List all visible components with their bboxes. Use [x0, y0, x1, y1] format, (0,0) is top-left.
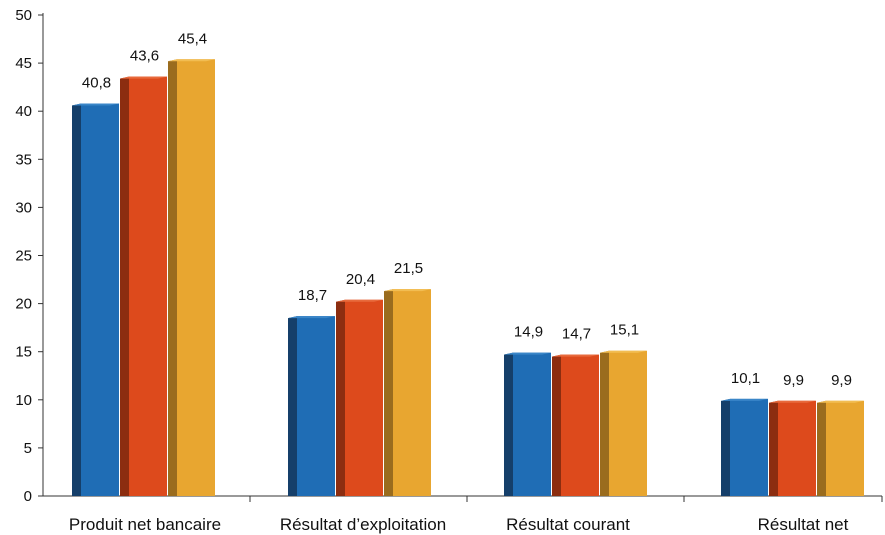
- bar: [177, 59, 215, 496]
- bar-side: [769, 400, 778, 496]
- data-label: 14,7: [562, 326, 591, 343]
- data-label: 40,8: [82, 75, 111, 92]
- bar-top: [384, 289, 431, 292]
- y-tick-label: 10: [15, 392, 32, 409]
- y-tick-label: 5: [24, 440, 32, 457]
- bar-top: [168, 59, 215, 62]
- bar: [730, 398, 768, 496]
- y-tick-label: 40: [15, 103, 32, 120]
- x-category-label: Résultat courant: [506, 515, 630, 534]
- bar: [561, 354, 599, 496]
- bar: [826, 400, 864, 496]
- bar-top: [817, 400, 864, 403]
- data-label: 45,4: [178, 30, 207, 47]
- bar-top: [288, 316, 335, 319]
- data-label: 10,1: [731, 370, 760, 387]
- bar: [393, 289, 431, 496]
- bar-side: [504, 352, 513, 496]
- bar: [129, 76, 167, 497]
- bar-side: [721, 398, 730, 496]
- bar: [81, 103, 119, 496]
- data-label: 14,9: [514, 324, 543, 341]
- bar: [609, 350, 647, 496]
- bar-side: [288, 316, 297, 496]
- y-tick-label: 25: [15, 248, 32, 265]
- bar-side: [72, 103, 81, 496]
- y-tick-label: 20: [15, 296, 32, 313]
- bar-top: [769, 400, 816, 403]
- y-tick-label: 30: [15, 199, 32, 216]
- bars: [72, 59, 864, 497]
- bar-side: [817, 400, 826, 496]
- y-tick-label: 15: [15, 344, 32, 361]
- data-label: 20,4: [346, 271, 375, 288]
- bar-side: [552, 354, 561, 496]
- bar-top: [504, 352, 551, 355]
- bar-top: [72, 103, 119, 106]
- y-tick-label: 45: [15, 55, 32, 72]
- data-label: 43,6: [130, 48, 159, 65]
- x-category-label: Résultat net: [758, 515, 849, 534]
- bar: [345, 299, 383, 496]
- bar-top: [600, 350, 647, 353]
- y-tick-label: 35: [15, 151, 32, 168]
- bar-top: [552, 354, 599, 357]
- bar-side: [120, 76, 129, 497]
- labels: 40,8 43,6 45,4 Produit net bancaire 18,7 20,4…: [69, 30, 852, 534]
- bar: [297, 316, 335, 496]
- bar-side: [384, 289, 393, 496]
- bar-side: [168, 59, 177, 496]
- bar: [778, 400, 816, 496]
- data-label: 9,9: [831, 372, 852, 389]
- x-category-label: Produit net bancaire: [69, 515, 221, 534]
- y-tick-label: 50: [15, 7, 32, 24]
- y-tick-label: 0: [24, 488, 32, 505]
- bar-side: [336, 299, 345, 496]
- bar-top: [120, 76, 167, 79]
- bar-side: [600, 350, 609, 496]
- data-label: 9,9: [783, 372, 804, 389]
- data-label: 15,1: [610, 322, 639, 339]
- data-label: 21,5: [394, 260, 423, 277]
- bar-top: [721, 398, 768, 401]
- bar-top: [336, 299, 383, 302]
- data-label: 18,7: [298, 287, 327, 304]
- x-category-label: Résultat d’exploitation: [280, 515, 446, 534]
- bar: [513, 352, 551, 496]
